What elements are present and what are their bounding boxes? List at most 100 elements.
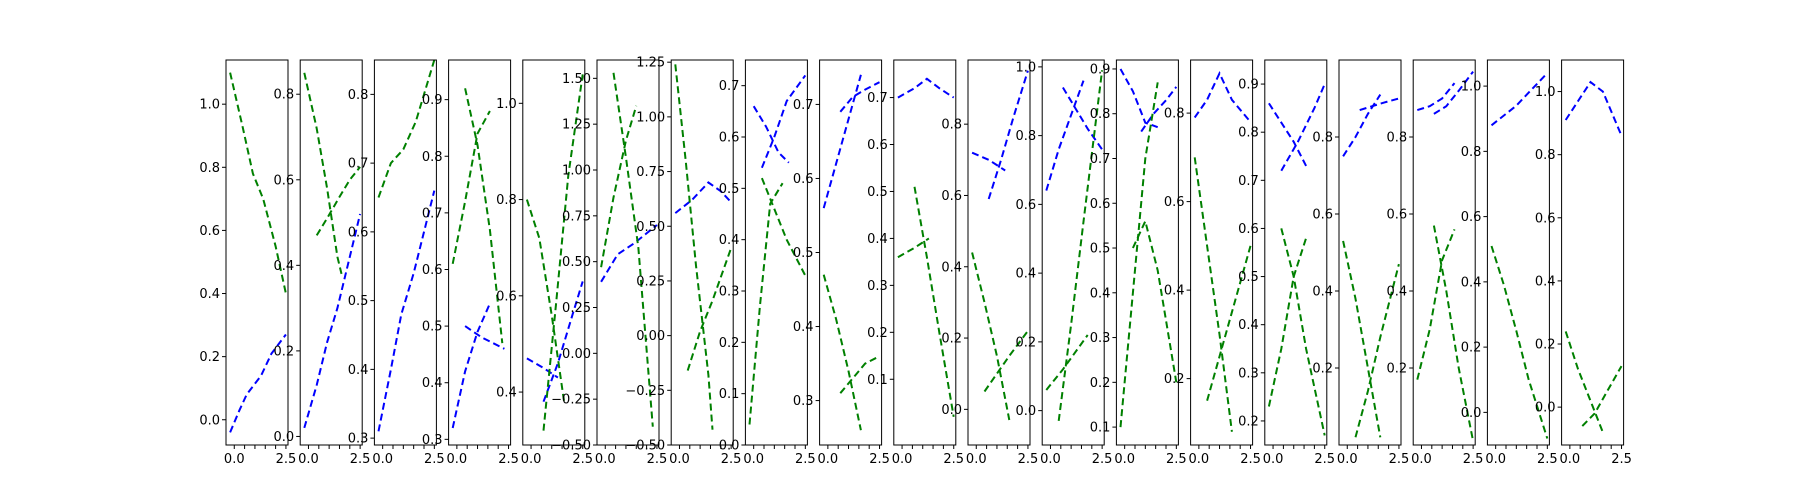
axes-frame: [596, 59, 660, 446]
y-tick-label: −0.25: [551, 393, 591, 408]
y-tick-label: 0.7: [422, 206, 443, 221]
axes-frame: [225, 59, 289, 446]
x-tick-label: 0.0: [743, 452, 764, 467]
y-tick-label: 0.4: [274, 259, 295, 274]
green-series-line: [1564, 331, 1604, 433]
y-tick-label: 0.4: [496, 386, 517, 401]
x-tick-label: 0.0: [1560, 452, 1581, 467]
blue-series-line: [674, 181, 732, 214]
y-tick-label: 0.3: [348, 432, 369, 447]
y-tick-label: 0.4: [941, 260, 962, 275]
y-tick-label: 0.6: [1238, 222, 1259, 237]
subplot-16: 0.0 2.50.20.40.60.8: [1312, 59, 1409, 467]
y-tick-label: 0.3: [1090, 331, 1111, 346]
green-series-line: [822, 274, 862, 431]
y-tick-label: 0.9: [422, 93, 443, 108]
y-tick-label: 0.0: [199, 413, 220, 428]
subplot-14: 0.0 2.50.20.40.60.8: [1164, 59, 1261, 467]
y-tick-label: 0.2: [1238, 414, 1259, 429]
y-tick-label: 0.8: [1164, 107, 1185, 122]
blue-series-line: [526, 357, 559, 379]
blue-series-line: [377, 190, 436, 432]
green-series-line: [1119, 82, 1159, 428]
green-series-line: [839, 355, 880, 394]
blue-series-line: [1268, 102, 1307, 167]
green-series-line: [748, 182, 784, 425]
x-tick-label: 2.5: [350, 452, 371, 467]
y-tick-label: 0.6: [719, 131, 740, 146]
y-tick-label: 0.00: [562, 347, 591, 362]
x-tick-label: 2.5: [1166, 452, 1187, 467]
y-tick-label: 0.5: [719, 182, 740, 197]
y-tick-label: 0.1: [719, 387, 740, 402]
subplot-6: 0.0 2.5−0.50−0.250.000.250.500.751.001.25…: [551, 59, 667, 467]
axes-frame: [1190, 59, 1254, 446]
y-tick-label: 0.6: [1461, 210, 1482, 225]
y-tick-label: 0.4: [1387, 285, 1408, 300]
y-tick-label: 0.0: [941, 403, 962, 418]
axes-frame: [522, 59, 586, 446]
y-tick-label: 0.6: [867, 138, 888, 153]
green-series-line: [1416, 229, 1456, 380]
x-tick-label: 2.5: [1611, 452, 1632, 467]
axes-frame: [1561, 59, 1625, 446]
y-tick-label: 0.2: [1312, 362, 1333, 377]
y-tick-label: 0.8: [941, 118, 962, 133]
blue-series-line: [971, 151, 1006, 172]
x-tick-label: 0.0: [595, 452, 616, 467]
y-tick-label: −0.50: [625, 439, 665, 454]
x-tick-label: 2.5: [1314, 452, 1335, 467]
y-tick-label: 1.25: [562, 118, 591, 133]
y-tick-label: 1.0: [199, 98, 220, 113]
x-tick-label: 2.5: [795, 452, 816, 467]
subplot-11: 0.0 2.50.00.20.40.60.8: [941, 59, 1038, 467]
y-tick-label: 1.0: [496, 97, 517, 112]
subplot-4: 0.0 2.50.30.40.50.60.70.80.9: [422, 59, 519, 467]
y-tick-label: 0.5: [1090, 242, 1111, 257]
y-tick-label: 0.75: [562, 209, 591, 224]
blue-series-line: [839, 81, 880, 113]
y-tick-label: 0.8: [496, 193, 517, 208]
blue-series-line: [1342, 94, 1382, 157]
green-series-line: [612, 72, 654, 427]
x-tick-label: 2.5: [1240, 452, 1261, 467]
x-tick-label: 2.5: [572, 452, 593, 467]
y-tick-label: 1.50: [562, 72, 591, 87]
y-tick-label: 0.2: [1164, 372, 1185, 387]
y-tick-label: 0.0: [1461, 406, 1482, 421]
y-tick-label: 0.4: [199, 287, 220, 302]
y-tick-label: 0.8: [422, 150, 443, 165]
y-tick-label: 0.2: [1090, 376, 1111, 391]
subplot-12: 0.0 2.50.00.20.40.60.81.0: [1016, 59, 1112, 467]
y-tick-label: 0.6: [274, 173, 295, 188]
y-tick-label: 0.4: [1164, 284, 1185, 299]
x-tick-label: 0.0: [521, 452, 542, 467]
blue-series-line: [752, 105, 790, 164]
blue-series-line: [822, 74, 862, 209]
blue-series-line: [229, 333, 287, 433]
y-tick-label: 0.4: [422, 376, 443, 391]
subplot-19: 0.0 2.50.00.20.40.60.81.0: [1535, 59, 1632, 467]
y-tick-label: 0.2: [274, 344, 295, 359]
x-tick-label: 0.0: [669, 452, 690, 467]
y-tick-label: 1.00: [562, 164, 591, 179]
green-series-line: [913, 186, 955, 417]
x-tick-label: 0.0: [224, 452, 245, 467]
y-tick-label: −0.50: [551, 439, 591, 454]
y-tick-label: 0.0: [1535, 401, 1556, 416]
x-tick-label: 2.5: [498, 452, 519, 467]
y-tick-label: 0.4: [1016, 267, 1037, 282]
green-series-line: [229, 72, 287, 294]
y-tick-label: 0.4: [719, 233, 740, 248]
blue-series-line: [464, 325, 505, 350]
blue-series-line: [542, 281, 584, 403]
subplot-2: 0.0 2.50.00.20.40.60.8: [274, 59, 371, 467]
y-tick-label: 0.3: [719, 285, 740, 300]
green-series-line: [542, 74, 584, 431]
y-tick-label: 0.5: [867, 185, 888, 200]
y-tick-label: 0.6: [496, 289, 517, 304]
y-tick-label: 0.6: [1535, 211, 1556, 226]
green-series-line: [1581, 365, 1623, 427]
y-tick-label: 0.6: [1090, 197, 1111, 212]
x-tick-label: 0.0: [447, 452, 468, 467]
